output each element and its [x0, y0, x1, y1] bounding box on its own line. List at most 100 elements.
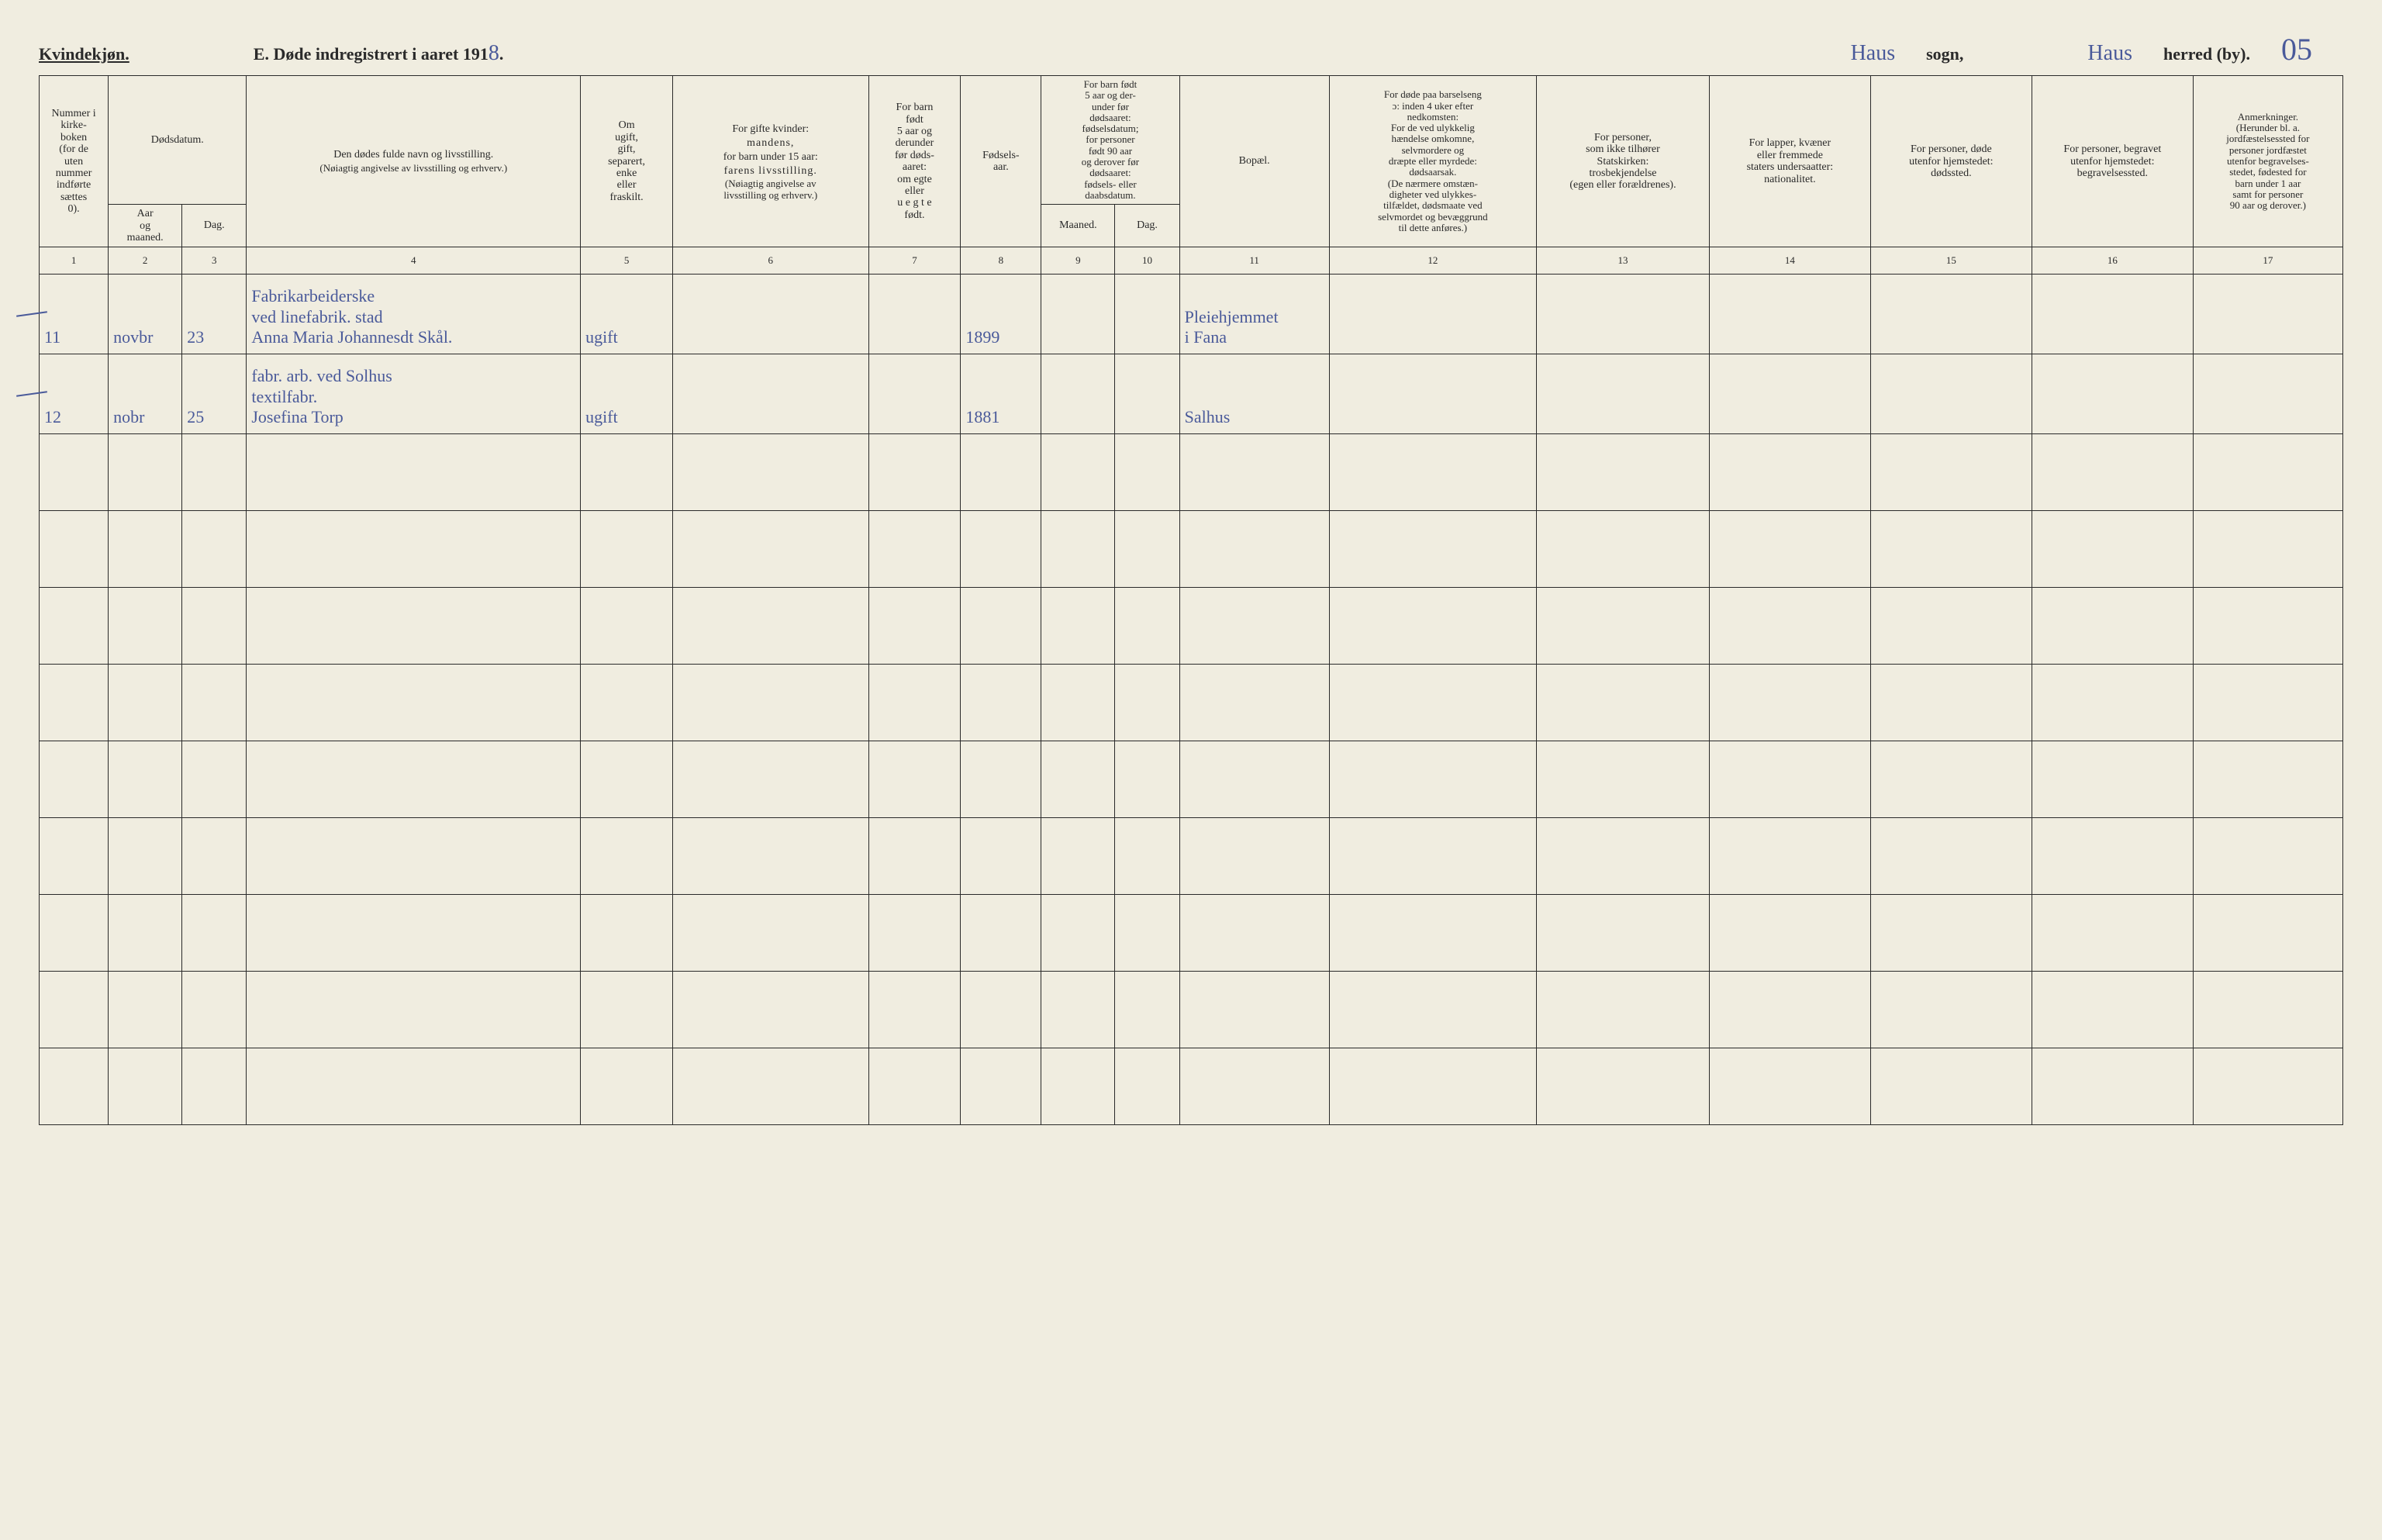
title-suffix: . [499, 44, 504, 64]
cell [673, 895, 869, 972]
table-body: 11novbr23Fabrikarbeiderskeved linefabrik… [40, 275, 2343, 1125]
cell [1709, 1048, 1870, 1125]
margin-tick-icon [16, 392, 47, 398]
cell [40, 665, 109, 741]
cell [1041, 354, 1115, 434]
cell [581, 741, 673, 818]
cell [961, 895, 1041, 972]
cell [868, 275, 961, 354]
cell [109, 895, 182, 972]
cell [2032, 741, 2193, 818]
col-num-6: 6 [673, 247, 869, 275]
cell [2193, 895, 2342, 972]
cell [1709, 895, 1870, 972]
col-9a-header: Maaned. [1041, 205, 1115, 247]
cell [673, 818, 869, 895]
table-row [40, 511, 2343, 588]
cell [1709, 434, 1870, 511]
cell [1179, 818, 1329, 895]
cell [673, 511, 869, 588]
cell [1870, 895, 2032, 972]
cell [1115, 1048, 1179, 1125]
cell [247, 818, 581, 895]
col-14-header: For lapper, kvænereller fremmedestaters … [1709, 76, 1870, 247]
cell [182, 741, 247, 818]
col-6-header: For gifte kvinder: mandens, for barn und… [673, 76, 869, 247]
cell [1115, 895, 1179, 972]
cell [1329, 434, 1536, 511]
table-row [40, 434, 2343, 511]
col-num-12: 12 [1329, 247, 1536, 275]
cell [673, 741, 869, 818]
cell [2032, 354, 2193, 434]
col-num-3: 3 [182, 247, 247, 275]
cell [2193, 588, 2342, 665]
cell [2193, 665, 2342, 741]
cell: 23 [182, 275, 247, 354]
col-num-11: 11 [1179, 247, 1329, 275]
cell [1115, 275, 1179, 354]
cell: ugift [581, 354, 673, 434]
col-num-2: 2 [109, 247, 182, 275]
col-6-l5: (Nøiagtig angivelse avlivsstilling og er… [678, 178, 864, 201]
cell [2032, 434, 2193, 511]
cell [581, 665, 673, 741]
cell [1179, 972, 1329, 1048]
cell [2032, 275, 2193, 354]
col-11-header: Bopæl. [1179, 76, 1329, 247]
cell [1537, 434, 1710, 511]
col-15-text: For personer, dødeutenfor hjemstedet:død… [1876, 143, 2027, 179]
col-6-l3: for barn under 15 aar: [678, 150, 864, 164]
col-num-14: 14 [1709, 247, 1870, 275]
col-7-text: For barnfødt5 aar ogderunderfør døds-aar… [874, 102, 956, 221]
cell [1537, 275, 1710, 354]
col-12-header: For døde paa barselsengɔ: inden 4 uker e… [1329, 76, 1536, 247]
col-2b-header: Dag. [182, 205, 247, 247]
col-num-4: 4 [247, 247, 581, 275]
col-4-sub: (Nøiagtig angivelse av livsstilling og e… [251, 162, 575, 175]
cell [40, 741, 109, 818]
cell [673, 434, 869, 511]
herred-value: Haus [2087, 41, 2132, 66]
table-row [40, 588, 2343, 665]
cell [868, 1048, 961, 1125]
cell [182, 511, 247, 588]
cell [581, 434, 673, 511]
cell [961, 588, 1041, 665]
cell [247, 511, 581, 588]
col-num-9: 9 [1041, 247, 1115, 275]
cell [1537, 354, 1710, 434]
cell [1709, 588, 1870, 665]
cell [109, 818, 182, 895]
col-num-7: 7 [868, 247, 961, 275]
title-block: E. Døde indregistrert i aaret 1918. [254, 41, 504, 66]
cell [1115, 972, 1179, 1048]
col-num-16: 16 [2032, 247, 2193, 275]
cell [1709, 354, 1870, 434]
cell [247, 665, 581, 741]
cell [1537, 972, 1710, 1048]
cell [1329, 354, 1536, 434]
cell [673, 275, 869, 354]
table-row [40, 818, 2343, 895]
cell [1537, 895, 1710, 972]
col-6-l1: For gifte kvinder: [678, 123, 864, 136]
cell [961, 665, 1041, 741]
table-row [40, 741, 2343, 818]
cell [182, 895, 247, 972]
cell [1115, 741, 1179, 818]
col-4-header: Den dødes fulde navn og livsstilling. (N… [247, 76, 581, 247]
col-9-10-top: For barn født5 aar og der-under førdødsa… [1041, 76, 1179, 205]
col-1-text: Nummer i kirke-boken(for deutennummerind… [44, 108, 103, 216]
cell [1537, 1048, 1710, 1125]
cell [182, 818, 247, 895]
col-2a-text: Aarogmaaned. [113, 208, 177, 243]
cell: 1899 [961, 275, 1041, 354]
cell [1179, 741, 1329, 818]
cell [40, 588, 109, 665]
cell [581, 1048, 673, 1125]
cell: Pleiehjemmeti Fana [1179, 275, 1329, 354]
col-num-13: 13 [1537, 247, 1710, 275]
cell [182, 665, 247, 741]
cell [1870, 741, 2032, 818]
